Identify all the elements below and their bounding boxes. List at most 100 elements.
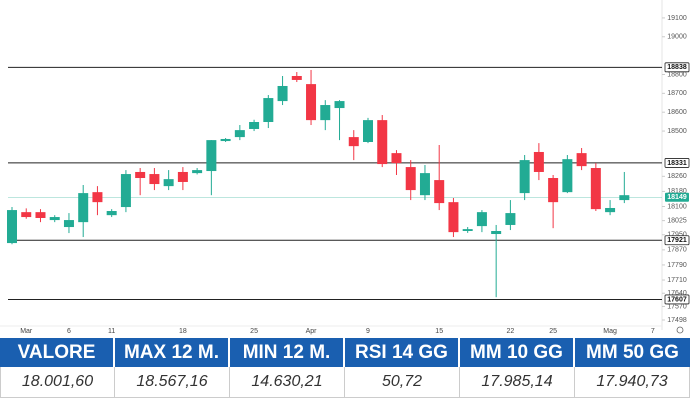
value-cell: 18.001,60 <box>0 367 115 398</box>
candle-body <box>320 105 331 121</box>
candle-body <box>206 140 217 172</box>
candle-body <box>619 195 630 201</box>
value-row: 18.001,60 18.567,16 14.630,21 50,72 17.9… <box>0 367 690 398</box>
level-box <box>664 294 690 305</box>
header-cell: MM 10 GG <box>460 338 575 367</box>
candle-body <box>334 101 345 109</box>
level-box <box>664 158 690 168</box>
candle-body <box>249 122 260 129</box>
candle-body <box>78 193 89 223</box>
level-label: 18838 <box>667 64 687 71</box>
y-tick-label: 18600 <box>667 109 687 116</box>
level-label: 18331 <box>667 160 687 167</box>
x-tick-label: 11 <box>108 328 115 335</box>
chart: 17498 17570 17640 17710 17790 17870 17950 18025… <box>0 0 690 335</box>
y-tick-label: 19000 <box>667 34 687 41</box>
candle-body <box>462 229 473 231</box>
value-cell: 50,72 <box>345 367 460 398</box>
candle-body <box>92 192 103 203</box>
last-price-label: 18149 <box>667 194 687 201</box>
x-tick-label: Mar <box>20 328 33 335</box>
x-tick-label: 7 <box>651 328 655 335</box>
candle-body <box>434 180 445 204</box>
value-cell: 14.630,21 <box>230 367 345 398</box>
header-cell: MM 50 GG <box>575 338 690 367</box>
indicator-table: VALORE MAX 12 M. MIN 12 M. RSI 14 GG MM … <box>0 338 690 398</box>
candle-body <box>576 153 587 167</box>
candle-body <box>277 85 288 102</box>
value-cell: 17.985,14 <box>460 367 575 398</box>
y-tick-label: 19100 <box>667 15 687 22</box>
header-cell: MAX 12 M. <box>115 338 230 367</box>
candle-body <box>590 168 601 210</box>
y-tick-label: 17870 <box>667 247 687 254</box>
candle-body <box>363 120 373 142</box>
candle-body <box>476 212 487 227</box>
candle-body <box>377 120 388 165</box>
settings-icon <box>676 326 684 334</box>
y-tick-label: 17570 <box>667 303 687 310</box>
x-tick-label: 15 <box>435 328 443 335</box>
level-box <box>664 235 690 246</box>
candle-body <box>391 153 402 164</box>
header-row: VALORE MAX 12 M. MIN 12 M. RSI 14 GG MM … <box>0 338 690 367</box>
x-tick-label: Apr <box>306 328 318 335</box>
candle-body <box>306 84 317 121</box>
candle-body <box>63 220 74 228</box>
candle-body <box>491 231 502 235</box>
candle-body <box>263 98 274 123</box>
candle-body <box>419 173 430 196</box>
level-label: 17921 <box>667 237 687 244</box>
candle-body <box>605 207 616 213</box>
value-cell: 18.567,16 <box>115 367 230 398</box>
y-tick-label: 17498 <box>667 317 687 324</box>
candle-body <box>505 213 516 225</box>
value-cell: 17.940,73 <box>575 367 690 398</box>
candle-body <box>35 212 46 218</box>
candle-body <box>291 75 302 80</box>
candle-body <box>120 174 131 208</box>
candle-body <box>135 171 146 179</box>
candle-body <box>533 151 544 172</box>
y-tick-label: 18100 <box>667 203 687 210</box>
y-tick-label: 17950 <box>667 232 687 239</box>
x-tick-label: 25 <box>250 328 258 335</box>
x-tick-label: 22 <box>507 328 515 335</box>
last-price-box <box>665 192 689 202</box>
candle-body <box>21 212 32 218</box>
y-tick-label: 18700 <box>667 90 687 97</box>
header-cell: RSI 14 GG <box>345 338 460 367</box>
header-cell: VALORE <box>0 338 115 367</box>
y-tick-label: 17710 <box>667 277 687 284</box>
candle-body <box>149 174 160 185</box>
candle-body <box>49 217 60 221</box>
candle-body <box>106 211 117 216</box>
x-tick-label: 9 <box>366 328 370 335</box>
candle-body <box>562 159 573 193</box>
candle-body <box>163 179 174 187</box>
y-tick-label: 18800 <box>667 71 687 78</box>
candle-body <box>177 171 188 182</box>
candle-body <box>448 202 459 233</box>
y-tick-label: 18260 <box>667 173 687 180</box>
y-tick-label: 18180 <box>667 188 687 195</box>
candle-body <box>7 210 17 244</box>
level-label: 17607 <box>667 296 687 303</box>
y-tick-label: 18025 <box>667 217 687 224</box>
y-tick-label: 17790 <box>667 262 687 269</box>
y-tick-label: 17640 <box>667 290 687 297</box>
candle-body <box>220 138 231 142</box>
x-tick-label: 18 <box>179 328 187 335</box>
candle-body <box>348 137 359 147</box>
x-tick-label: Mag <box>603 328 617 335</box>
level-box <box>664 62 690 73</box>
candle-body <box>192 170 203 174</box>
candle-body <box>234 130 245 138</box>
candle-body <box>405 167 416 191</box>
y-tick-label: 18500 <box>667 128 687 135</box>
candle-body <box>548 178 559 203</box>
candle-body <box>519 160 530 194</box>
header-cell: MIN 12 M. <box>230 338 345 367</box>
x-tick-label: 25 <box>549 328 557 335</box>
